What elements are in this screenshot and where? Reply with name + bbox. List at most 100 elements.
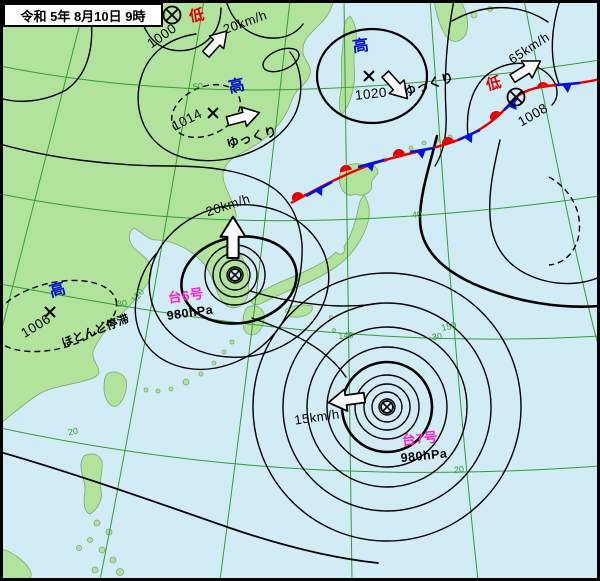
isobar-typhoon7	[306, 326, 468, 488]
cold-front-triangle-icon	[562, 83, 572, 93]
stationary-front	[290, 77, 600, 205]
island-ryukyu	[198, 371, 204, 377]
isobar-high-1020	[315, 27, 429, 125]
island-kuril	[408, 145, 414, 151]
pressure-center-symbols	[44, 5, 526, 414]
island-philippine	[109, 556, 117, 564]
island-philippine	[87, 537, 93, 543]
isobar	[489, 139, 600, 285]
island-ryukyu	[155, 388, 161, 394]
island-philippine	[91, 566, 99, 574]
dashed-isobars	[0, 83, 581, 353]
island-ryukyu	[182, 378, 190, 386]
isobar	[434, 0, 455, 167]
chart-date-box: 令和 5年 8月10日 9時	[3, 3, 163, 27]
isobar	[251, 317, 347, 378]
isobars	[0, 0, 600, 564]
motion-arrow-icon	[219, 215, 247, 259]
warm-front-semicircle-icon	[340, 165, 352, 173]
chart-date-label: 令和 5年 8月10日 9時	[20, 8, 146, 24]
motion-arrow-icon	[327, 388, 366, 412]
isobar	[137, 33, 302, 162]
isobar	[0, 143, 303, 371]
island-taiwan	[103, 371, 127, 407]
isobar	[451, 7, 549, 23]
island-philippine	[76, 545, 82, 551]
landmasses	[0, 0, 493, 581]
latitude-line-40	[0, 193, 600, 222]
isobar-typhoon7	[363, 383, 411, 431]
island-luzon	[80, 453, 103, 515]
isobar-typhoon7	[252, 272, 522, 542]
low-center-icon	[506, 87, 526, 107]
latitude-line-30	[0, 283, 600, 340]
pressure-value: 1020	[354, 84, 388, 103]
cold-front-markers	[313, 83, 572, 197]
island-philippine	[116, 568, 124, 576]
island-philippine	[98, 546, 106, 554]
typhoon-center-icon	[228, 268, 242, 282]
isobar-typhoon7	[282, 302, 492, 512]
low-label: 低	[484, 73, 504, 95]
isobar-dashed-ridge	[548, 176, 581, 266]
longitude-line-160	[523, 0, 600, 353]
high-center-x-icon	[44, 306, 56, 318]
isobar-typhoon6	[226, 266, 244, 284]
isobar	[137, 3, 222, 52]
typhoon-center-icon	[380, 400, 394, 414]
coastline-continent	[0, 0, 335, 425]
isobar-dashed-high-1014	[170, 83, 242, 139]
high-label: 高	[351, 36, 371, 57]
island-kuril	[421, 140, 427, 146]
isobar	[0, 451, 379, 564]
isobar	[466, 62, 558, 137]
island-ryukyu	[211, 360, 217, 366]
island-sakhalin	[338, 15, 357, 115]
motion-arrow-icon	[381, 70, 409, 100]
latitude-label: 30	[116, 297, 128, 310]
isobar-typhoon7	[326, 346, 448, 468]
isobar	[0, 0, 93, 102]
motion-arrow-icon	[225, 106, 261, 128]
warm-front-semicircle-icon	[292, 192, 304, 201]
latitude-line-50	[0, 59, 600, 91]
warm-front-semicircle-icon	[537, 82, 549, 89]
high-center-x-icon	[363, 70, 375, 82]
island-ryukyu	[229, 339, 235, 345]
latitude-label: 30	[431, 330, 443, 343]
isobar	[225, 0, 304, 39]
warm-front-semicircle-icon	[393, 149, 405, 157]
island-ryukyu	[168, 386, 174, 392]
island-honshu	[251, 194, 370, 306]
isobar-typhoon6	[219, 259, 251, 291]
island-izu	[329, 315, 333, 319]
isobar-typhoon6	[148, 204, 330, 358]
warm-front-semicircle-icon	[442, 137, 454, 146]
cold-front-triangle-icon	[463, 132, 473, 144]
isobar-closed	[262, 47, 300, 73]
island-ryukyu	[143, 387, 149, 393]
low-center-icon	[162, 5, 182, 25]
isobar-dashed-high-1006	[0, 279, 118, 353]
isobar	[249, 290, 381, 307]
longitude-line-120	[99, 0, 205, 581]
island-philippine	[93, 519, 101, 527]
cold-front-triangle-icon	[416, 149, 426, 159]
isobar-typhoon7	[371, 391, 403, 423]
high-label: 高	[227, 76, 247, 97]
high-center-x-icon	[207, 107, 219, 119]
warm-front-markers	[292, 82, 549, 201]
latitude-label: 50	[192, 80, 204, 93]
low-label: 低	[187, 6, 207, 26]
motion-arrow-icon	[201, 30, 228, 58]
isobar	[551, 0, 561, 85]
island-ryukyu	[221, 349, 227, 355]
cold-front-triangle-icon	[365, 161, 375, 172]
latitude-label: 20	[453, 463, 465, 476]
warm-front-semicircle-icon	[490, 111, 501, 121]
cold-front-triangle-icon	[313, 185, 323, 197]
longitude-label: 140	[338, 329, 354, 342]
